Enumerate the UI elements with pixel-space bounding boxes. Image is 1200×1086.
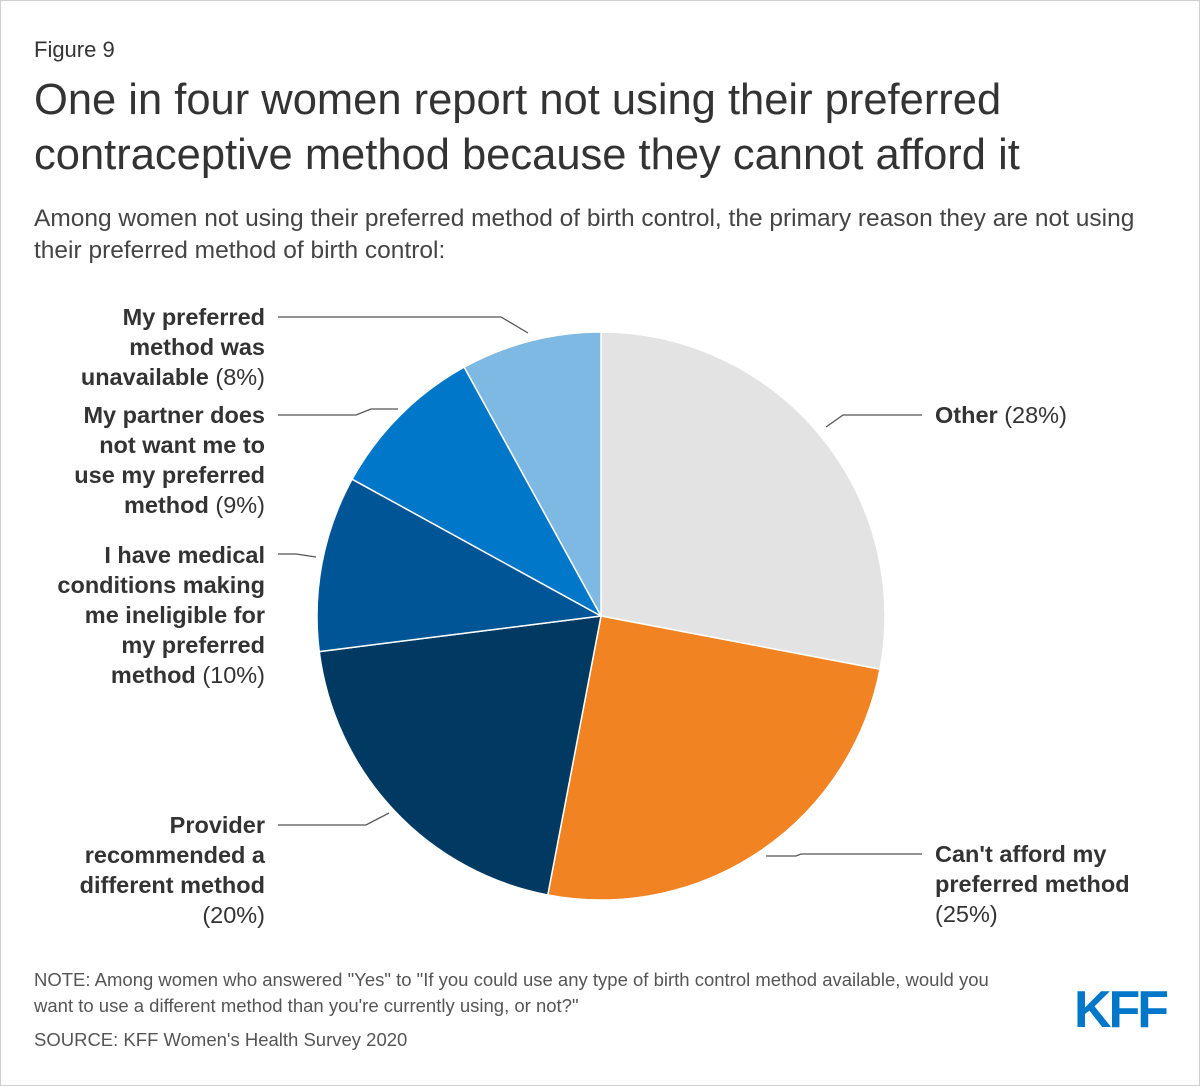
chart-source: SOURCE: KFF Women's Health Survey 2020 bbox=[34, 1029, 408, 1050]
pie-chart bbox=[278, 316, 922, 901]
leader-line-unavailable bbox=[278, 316, 529, 334]
label-text: My partner does bbox=[83, 402, 265, 428]
label-text: me ineligible for bbox=[84, 602, 265, 628]
label-text: Can't afford my bbox=[935, 841, 1107, 867]
chart-subtitle: Among women not using their preferred me… bbox=[34, 205, 1135, 264]
slice-medical-conditions bbox=[316, 478, 602, 653]
label-percent: (8%) bbox=[215, 364, 265, 390]
label-text: method bbox=[110, 662, 196, 688]
label-text: unavailable bbox=[80, 364, 209, 390]
slice-partner bbox=[351, 366, 602, 617]
label-text: method bbox=[123, 492, 209, 518]
leader-lines bbox=[278, 316, 922, 857]
chart-note: NOTE: Among women who answered "Yes" to … bbox=[34, 969, 989, 1016]
leader-line-provider bbox=[278, 812, 390, 826]
slice-unavailable bbox=[463, 331, 602, 617]
slice-provider-recommended bbox=[318, 615, 602, 896]
logo-text: KFF bbox=[1074, 983, 1167, 1033]
label-text: method was bbox=[129, 334, 265, 360]
label-text: different method bbox=[79, 872, 265, 898]
label-text: I have medical bbox=[104, 542, 265, 568]
leader-line-afford bbox=[766, 853, 922, 857]
label-text: conditions making bbox=[57, 572, 265, 598]
label-percent: (28%) bbox=[1004, 402, 1067, 428]
slice-label-afford: Can't afford my preferred method (25%) bbox=[935, 839, 1130, 929]
label-text: My preferred bbox=[122, 304, 265, 330]
slice-label-provider: Provider recommended a different method … bbox=[80, 810, 265, 930]
label-percent: (9%) bbox=[215, 492, 265, 518]
slice-label-partner: My partner does not want me to use my pr… bbox=[74, 400, 265, 520]
figure-label: Figure 9 bbox=[34, 37, 115, 62]
label-text: preferred method bbox=[935, 871, 1130, 897]
kff-logo: KFF bbox=[1074, 983, 1169, 1033]
slice-label-medical: I have medical conditions making me inel… bbox=[57, 540, 265, 690]
label-text: Other bbox=[935, 402, 998, 428]
label-text: my preferred bbox=[121, 632, 265, 658]
slice-label-unavailable: My preferred method was unavailable (8%) bbox=[81, 302, 265, 392]
leader-line-partner bbox=[278, 408, 398, 416]
label-percent: (20%) bbox=[202, 902, 265, 928]
slice-cant-afford bbox=[547, 615, 881, 901]
pie-slices bbox=[316, 331, 886, 901]
label-text: Provider bbox=[169, 812, 265, 838]
label-text: not want me to bbox=[99, 432, 265, 458]
label-text: use my preferred bbox=[74, 462, 265, 488]
label-percent: (25%) bbox=[935, 901, 998, 927]
label-text: recommended a bbox=[84, 842, 265, 868]
slice-label-other: Other (28%) bbox=[935, 400, 1067, 430]
label-percent: (10%) bbox=[202, 662, 265, 688]
slice-other bbox=[600, 331, 886, 670]
leader-line-medical bbox=[278, 553, 317, 558]
chart-title: One in four women report not using their… bbox=[34, 76, 1020, 179]
leader-line-other bbox=[825, 414, 922, 428]
